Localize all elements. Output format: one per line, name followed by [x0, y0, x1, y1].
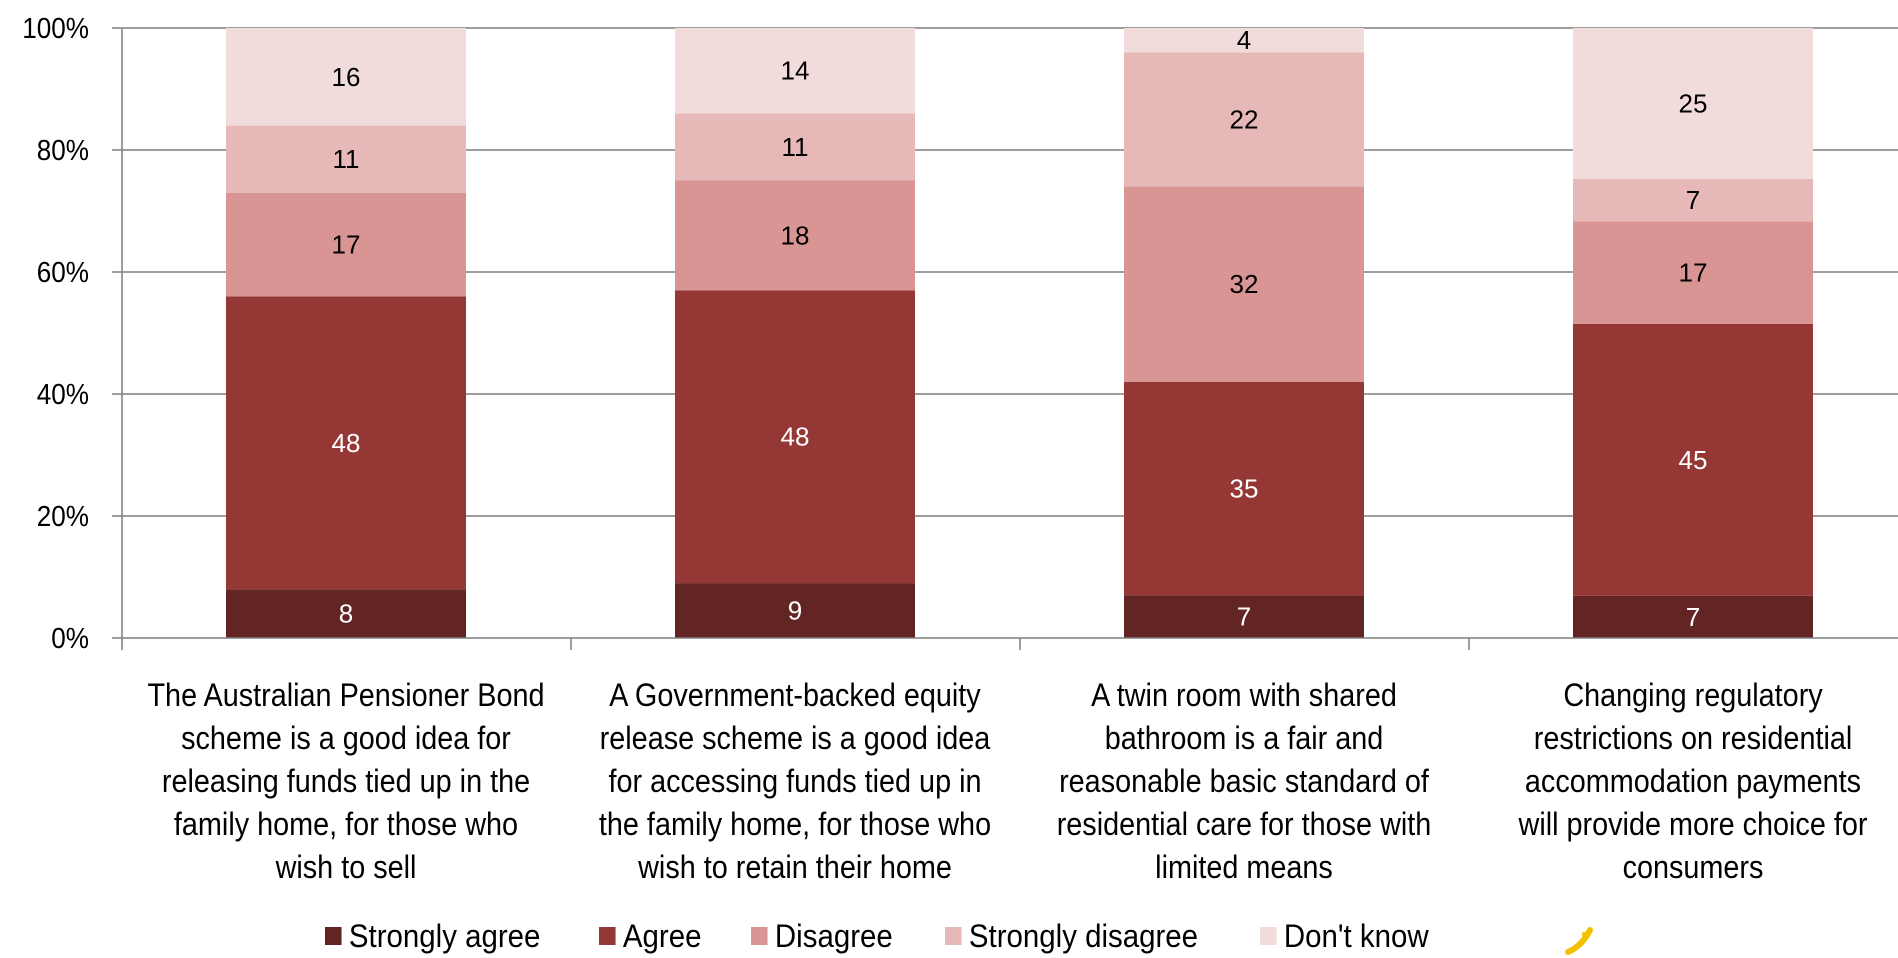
x-tick-label: A Government-backed equity release schem… — [598, 677, 992, 885]
bars: 8 48 17 11 16 9 48 18 11 14 7 35 32 22 4 7 45 17 7 25 — [226, 25, 1813, 638]
legend-label: Agree — [623, 917, 702, 954]
legend-label: Strongly disagree — [968, 917, 1198, 954]
bar-segment — [675, 28, 915, 114]
data-label: 22 — [1230, 105, 1259, 135]
bar-segment — [1573, 595, 1813, 638]
y-tick-label: 80% — [37, 134, 89, 167]
data-label: 48 — [332, 428, 361, 458]
bar-segment — [226, 589, 466, 638]
data-label: 14 — [781, 56, 810, 86]
legend-item: Strongly disagree — [944, 917, 1198, 955]
bar-segment — [1573, 178, 1813, 222]
y-tick-label: 40% — [37, 378, 89, 411]
data-label: 18 — [781, 220, 810, 250]
legend-label: Disagree — [774, 917, 893, 954]
data-label: 25 — [1679, 88, 1708, 118]
x-tick-label: A twin room with shared bathroom is a fa… — [1056, 677, 1432, 885]
data-label: 11 — [333, 144, 360, 174]
legend-item: Agree — [599, 917, 702, 955]
x-tick-label: The Australian Pensioner Bond scheme is … — [147, 677, 545, 885]
data-label: 11 — [782, 132, 809, 162]
y-tick-label: 0% — [51, 622, 89, 655]
bar-segment — [226, 192, 466, 297]
legend-item: Don't know — [1259, 917, 1429, 955]
bar-segment — [1124, 52, 1364, 187]
bar-segment — [226, 28, 466, 126]
legend-item: Disagree — [750, 917, 893, 955]
legend: Strongly agree Agree Disagree Strongly disa… — [325, 916, 1483, 956]
bar-segment — [1124, 28, 1364, 53]
y-tick-label: 100% — [22, 12, 89, 45]
bar-segment — [1573, 221, 1813, 324]
data-label: 7 — [1686, 185, 1700, 215]
legend-swatch — [599, 927, 616, 945]
data-label: 45 — [1679, 445, 1708, 475]
data-label: 17 — [332, 230, 361, 260]
data-label: 32 — [1230, 269, 1259, 299]
data-label: 8 — [339, 599, 353, 629]
bar-segment — [1124, 595, 1364, 638]
legend-swatch — [325, 927, 342, 945]
bar-segment — [1573, 323, 1813, 596]
bar-segment — [675, 583, 915, 638]
bar-segment — [675, 290, 915, 584]
legend-label: Strongly agree — [348, 917, 541, 954]
axes: 0% 20% 40% 60% 80% 100% — [22, 12, 1898, 655]
data-label: 7 — [1237, 602, 1251, 632]
data-label: 48 — [781, 422, 810, 452]
bar-segment — [1573, 28, 1813, 179]
legend-swatch — [750, 927, 768, 945]
data-label: 35 — [1230, 474, 1259, 504]
y-tick-label: 60% — [37, 256, 89, 289]
bar-segment — [675, 180, 915, 291]
x-tick-label: Changing regulatory restrictions on resi… — [1518, 677, 1868, 885]
data-label: 7 — [1686, 602, 1700, 632]
data-label: 9 — [788, 596, 802, 626]
y-tick-label: 20% — [37, 500, 89, 533]
legend-label: Don't know — [1283, 917, 1429, 954]
legend-item: Strongly agree — [325, 918, 540, 955]
data-label: 17 — [1679, 258, 1708, 288]
bar-segment — [226, 296, 466, 590]
bar-segment — [1124, 381, 1364, 596]
legend-swatch — [944, 927, 962, 945]
bar-segment — [226, 125, 466, 193]
yellow-tick-logo-icon — [1565, 927, 1593, 955]
data-label: 16 — [332, 62, 361, 92]
legend-swatch — [1259, 927, 1277, 945]
bar-segment — [675, 113, 915, 181]
bar-segment — [1124, 186, 1364, 382]
data-label: 4 — [1237, 25, 1251, 55]
